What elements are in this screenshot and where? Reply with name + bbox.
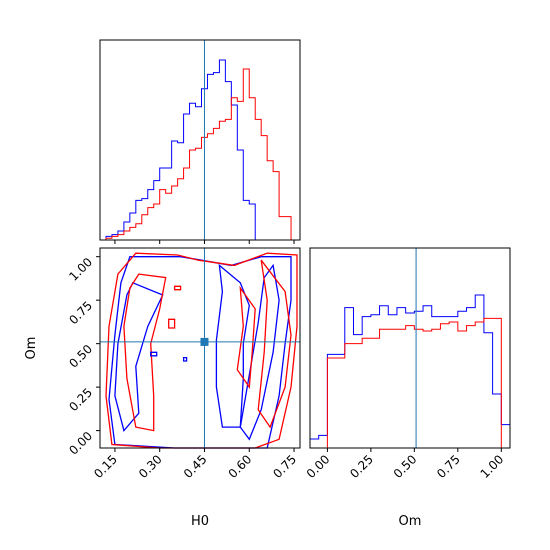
joint-y-tick-label: 0.00 bbox=[66, 429, 95, 458]
joint-y-tick-label: 0.75 bbox=[66, 298, 95, 327]
contour-red-8 bbox=[173, 285, 182, 291]
joint-x-tick-label: 0.75 bbox=[270, 452, 299, 481]
hist-om-frame bbox=[309, 247, 511, 449]
contour-blue-1 bbox=[114, 281, 164, 432]
contour-red-4 bbox=[105, 252, 298, 449]
contour-red-9 bbox=[168, 318, 176, 329]
joint-x-tick-label: 0.30 bbox=[136, 452, 165, 481]
contour-blue-3 bbox=[239, 263, 280, 441]
joint-x-tick-label: 0.45 bbox=[181, 452, 210, 481]
joint-x-tick-label: 0.60 bbox=[226, 452, 255, 481]
hist-h0-panel bbox=[99, 39, 301, 244]
joint-y-tick-label: 0.50 bbox=[66, 342, 95, 371]
histogram-step-red bbox=[310, 317, 510, 449]
histogram-step-blue bbox=[309, 294, 511, 448]
joint-y-tick-label: 0.25 bbox=[66, 385, 95, 414]
joint-y-tick-label: 1.00 bbox=[66, 255, 95, 284]
hist-om-x-tick-label: 0.00 bbox=[304, 452, 333, 481]
hist-om-x-tick-label: 1.00 bbox=[478, 452, 507, 481]
contour-blue-10 bbox=[150, 351, 158, 357]
x-axis-label-h0: H0 bbox=[191, 514, 209, 529]
joint-panel: 0.15 0.30 0.45 0.60 0.75 0.00 0.25 0.50 0.75 1.0… bbox=[24, 247, 301, 529]
contour-blue-11 bbox=[182, 356, 188, 362]
truth-marker bbox=[200, 337, 209, 346]
histogram-step-red bbox=[100, 68, 292, 241]
x-axis-label-om: Om bbox=[399, 514, 422, 529]
contour-red-6 bbox=[257, 259, 292, 429]
contour-red-5 bbox=[123, 273, 167, 432]
contour-red-7 bbox=[236, 285, 256, 389]
hist-om-x-tick-label: 0.50 bbox=[391, 452, 420, 481]
hist-om-x-tick-label: 0.25 bbox=[347, 452, 376, 481]
hist-om-panel: 0.00 0.25 0.50 0.75 1.00 Om bbox=[304, 247, 511, 529]
hist-h0-frame bbox=[99, 39, 301, 241]
joint-x-tick-label: 0.15 bbox=[91, 452, 120, 481]
hist-om-x-tick-label: 0.75 bbox=[434, 452, 463, 481]
histogram-step-blue bbox=[100, 59, 292, 241]
joint-frame bbox=[99, 247, 301, 449]
y-axis-label-om: Om bbox=[24, 337, 39, 360]
